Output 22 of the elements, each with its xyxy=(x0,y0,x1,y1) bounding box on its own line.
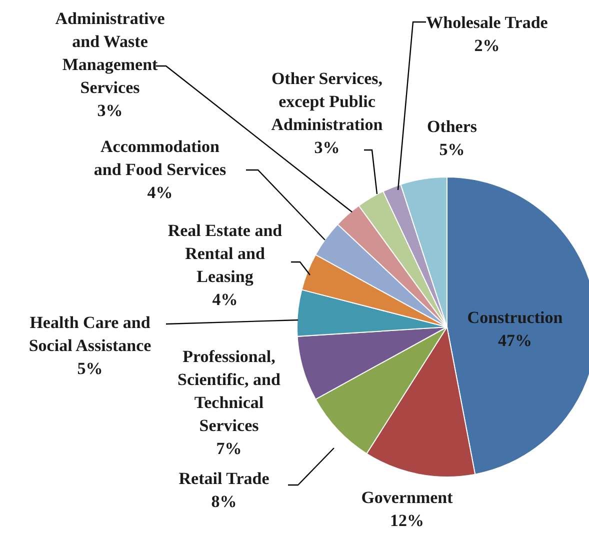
slice-label: Professional, Scientific, and Technical Services xyxy=(178,347,282,435)
data-label: 8% xyxy=(211,492,237,511)
data-label: 7% xyxy=(216,439,242,458)
data-label: 5% xyxy=(439,140,465,159)
slice-label: Wholesale Trade xyxy=(426,13,548,32)
slice-label: Accommodation and Food Services xyxy=(94,137,226,179)
slice-label: Real Estate and Rental and Leasing xyxy=(168,221,283,286)
data-label: 5% xyxy=(77,359,103,378)
slice-label: Other Services, except Public Administration xyxy=(271,69,384,134)
data-label: 2% xyxy=(474,36,500,55)
data-label: 12% xyxy=(390,511,424,530)
data-label: 4% xyxy=(147,183,173,202)
slice-label: Others xyxy=(426,117,478,136)
slice-label: Government xyxy=(361,488,454,507)
data-label: 4% xyxy=(212,290,238,309)
data-label: 3% xyxy=(314,138,340,157)
data-label: 3% xyxy=(97,101,123,120)
slice-label: Administrative and Waste Management Services xyxy=(55,9,166,97)
slice-label: Construction xyxy=(467,308,564,327)
slice-label: Health Care and Social Assistance xyxy=(28,313,152,355)
data-label: 47% xyxy=(498,331,532,350)
slice-label: Retail Trade xyxy=(178,469,270,488)
